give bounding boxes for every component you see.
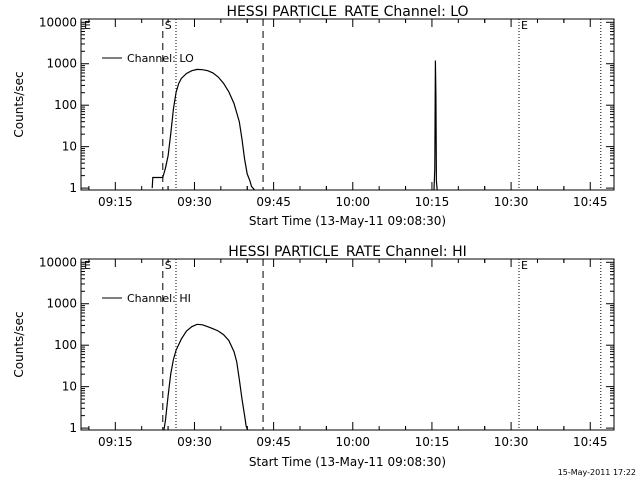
panel-2-marker-letter: E [84, 259, 91, 272]
panel-2-legend-label: Channel: HI [127, 292, 191, 305]
panel-1-y-tick-label: 1000 [46, 57, 77, 71]
panel-1-title: HESSI PARTICLE_RATE Channel: LO [226, 4, 468, 20]
panel-1-legend-label: Channel: LO [127, 52, 194, 65]
panel-2-x-tick-label: 10:45 [573, 435, 608, 449]
panel-1-series-line [433, 60, 438, 191]
panel-2-x-axis-label: Start Time (13-May-11 09:08:30) [249, 455, 446, 469]
panel-2-x-tick-label: 09:15 [98, 435, 133, 449]
panel-1-y-axis-label: Counts/sec [12, 71, 26, 137]
panel-1-series-line [151, 68, 256, 191]
panel-2-x-tick-label: 10:30 [494, 435, 529, 449]
panel-1-y-tick-label: 10 [62, 140, 77, 154]
panel-2-marker-letter: S [165, 259, 172, 272]
panel-1-x-tick-label: 10:15 [415, 195, 450, 209]
panel-1-x-tick-label: 10:30 [494, 195, 529, 209]
panel-1-x-tick-label: 10:45 [573, 195, 608, 209]
panel-1-marker-letter: E [521, 19, 528, 32]
panel-1-y-tick-label: 100 [54, 98, 77, 112]
panel-1-plot-frame [80, 18, 615, 191]
panel-2-y-axis-label: Counts/sec [12, 311, 26, 377]
panel-2-plot-frame [80, 258, 615, 431]
panel-1-x-tick-label: 09:15 [98, 195, 133, 209]
panel-2-marker-letter: E [521, 259, 528, 272]
panel-1-marker-letter: E [84, 19, 91, 32]
panel-2-y-tick-label: 100 [54, 338, 77, 352]
panel-2-x-tick-label: 10:00 [335, 435, 370, 449]
panel-1-x-axis-label: Start Time (13-May-11 09:08:30) [249, 214, 446, 228]
panel-1-y-tick-label: 1 [69, 181, 77, 195]
panel-1-y-tick-label: 10000 [39, 15, 77, 29]
panel-2-x-tick-label: 09:45 [256, 435, 291, 449]
panel-1-x-tick-label: 09:30 [177, 195, 212, 209]
panel-1-marker-letter: S [165, 19, 172, 32]
footer-timestamp: 15-May-2011 17:22 [557, 468, 636, 477]
panel-2-x-tick-label: 09:30 [177, 435, 212, 449]
panel-2-y-tick-label: 10000 [39, 255, 77, 269]
panel-1-x-tick-label: 09:45 [256, 195, 291, 209]
panel-2-title: HESSI PARTICLE_RATE Channel: HI [228, 244, 466, 260]
panel-2-y-tick-label: 1000 [46, 297, 77, 311]
panel-2-y-tick-label: 10 [62, 380, 77, 394]
panel-1-x-tick-label: 10:00 [335, 195, 370, 209]
panel-2-y-tick-label: 1 [69, 421, 77, 435]
panel-2-series-line [163, 323, 249, 431]
panel-2-x-tick-label: 10:15 [415, 435, 450, 449]
